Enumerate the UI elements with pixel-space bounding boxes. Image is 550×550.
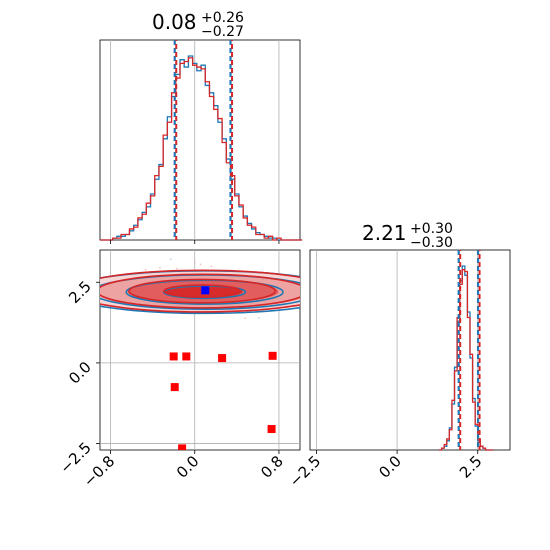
marginal-y-title: 2.21: [362, 221, 407, 245]
joint-ytick-label-2: 2.5: [65, 277, 95, 307]
joint-sample-dot: [193, 261, 196, 264]
joint-xtick-label-2: 0.8: [257, 452, 287, 482]
joint-sample-dot: [144, 268, 147, 271]
joint-truth-marker: [201, 286, 210, 295]
joint-contour-s1-l0: [163, 284, 242, 299]
marginal-y-xtick-label-0: −2.5: [286, 452, 324, 490]
joint-point-marker: [178, 444, 187, 450]
joint-xtick-label-1: 0.0: [173, 452, 203, 482]
marginal-y-frame: [309, 249, 511, 451]
joint-point-marker: [169, 352, 178, 361]
marginal-y-xtick-label-2: 2.5: [456, 452, 486, 482]
joint-point-marker: [267, 425, 276, 434]
marginal-y-title-sup: +0.30: [410, 221, 453, 237]
joint-contour-s1-l3: [100, 269, 300, 313]
joint-point-marker: [182, 352, 191, 361]
marginal-x-title-sub: −0.27: [201, 24, 244, 40]
joint-sample-dot: [176, 267, 178, 270]
joint-sample-dot: [244, 317, 247, 320]
joint-sample-dot: [210, 265, 213, 268]
marginal-y-title-sub: −0.30: [410, 235, 453, 251]
joint-contour-s1-l1: [128, 278, 277, 304]
joint-ytick-label-1: 0.0: [65, 358, 95, 388]
marginal-x-title-sup: +0.26: [201, 10, 244, 26]
joint-point-marker: [170, 383, 179, 392]
joint-sample-dot: [199, 263, 202, 266]
joint-contour-s1-l2: [100, 273, 300, 309]
joint-point-marker: [268, 351, 277, 360]
marginal-y-xtick-label-1: 0.0: [375, 452, 405, 482]
joint-content: [100, 258, 300, 450]
marginal-y-series-1: [439, 269, 494, 451]
marginal-x-series-0: [100, 55, 303, 241]
marginal-y-histogram: [316, 250, 494, 451]
joint-contours: [100, 250, 300, 450]
joint-point-marker: [218, 354, 227, 363]
marginal-x-histogram: [100, 40, 303, 241]
marginal-x-series-1: [100, 57, 303, 241]
joint-frame: [99, 249, 301, 451]
joint-sample-dot: [159, 266, 161, 269]
marginal-y-series-0: [439, 265, 494, 451]
marginal-x-title: 0.08: [152, 10, 197, 34]
joint-sample-dot: [257, 316, 260, 319]
joint-sample-dot: [169, 258, 172, 261]
marginal-x-frame: [99, 39, 301, 241]
